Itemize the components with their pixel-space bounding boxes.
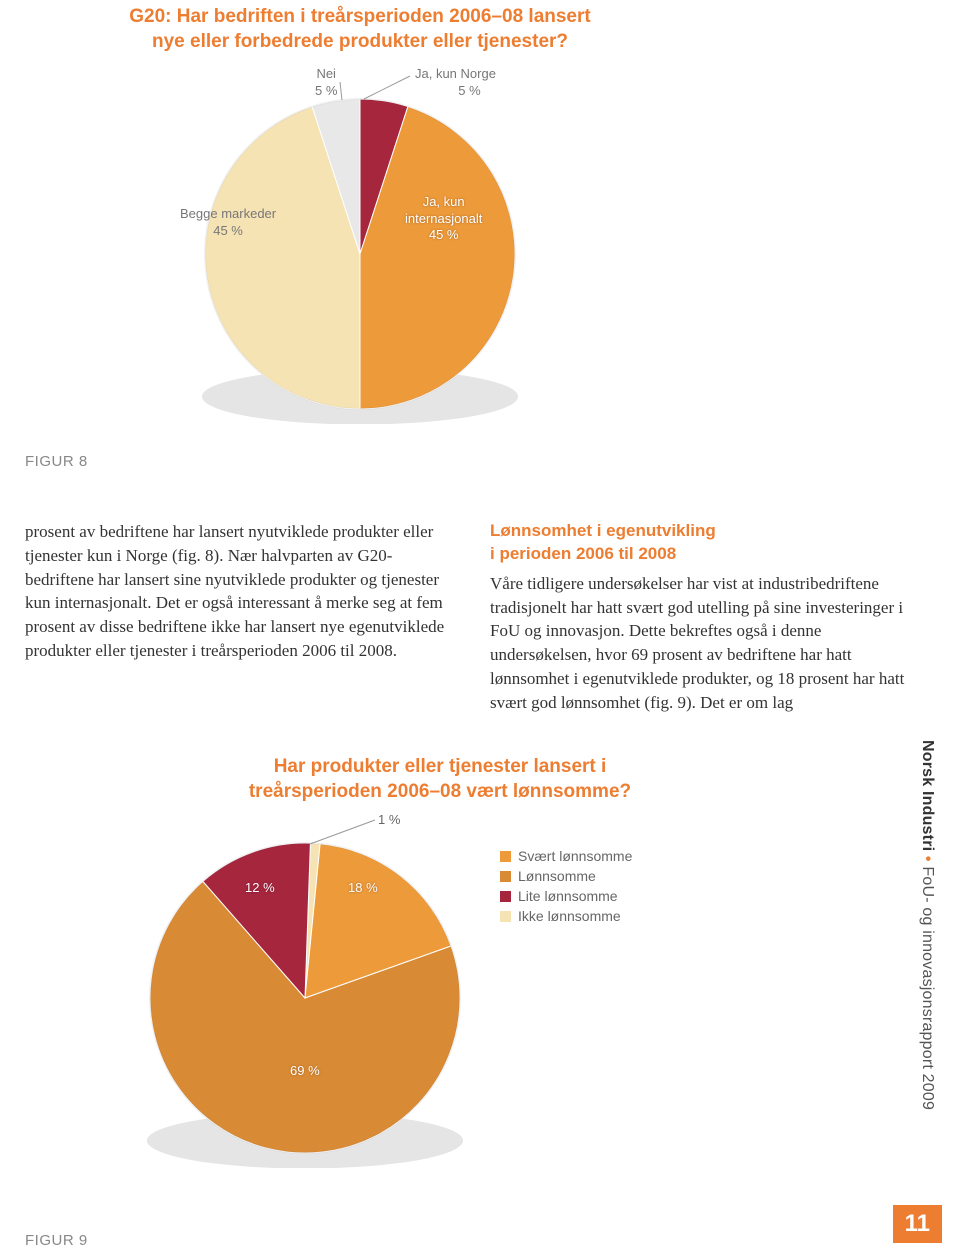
- chart-1-title-l2: nye eller forbedrede produkter eller tje…: [152, 31, 568, 52]
- chart-1: G20: Har bedriften i treårsperioden 2006…: [35, 5, 685, 424]
- legend-item-2: Lite lønnsomme: [500, 888, 632, 904]
- figure-8-label: FIGUR 8: [25, 453, 88, 470]
- body-col-left: prosent av bedriftene har lansert nyutvi…: [25, 520, 460, 715]
- legend-item-1: Lønnsomme: [500, 868, 632, 884]
- pie1-label-int: Ja, kuninternasjonalt45 %: [405, 194, 482, 243]
- body-col-right: Lønnsomhet i egenutvikling i perioden 20…: [490, 520, 925, 715]
- legend-item-3: Ikke lønnsomme: [500, 908, 632, 924]
- right-body-text: Våre tidligere undersøkelser har vist at…: [490, 572, 925, 715]
- pie1-label-norge: Ja, kun Norge 5 %: [415, 66, 496, 99]
- chart-1-title: G20: Har bedriften i treårsperioden 2006…: [35, 5, 685, 54]
- side-bold: Norsk Industri: [919, 740, 936, 851]
- pie2-label-18: 18 %: [348, 880, 378, 896]
- swatch-3: [500, 911, 511, 922]
- figure-9-label: FIGUR 9: [25, 1232, 88, 1249]
- chart-2-pie: 1 % 18 % 12 % 69 %: [130, 808, 480, 1168]
- chart-1-pie: Begge markeder 45 % Nei 5 % Ja, kun Norg…: [160, 64, 560, 424]
- pie2-label-12: 12 %: [245, 880, 275, 896]
- side-text: Norsk Industri • FoU- og innovasjonsrapp…: [918, 740, 936, 1110]
- pie2-label-1pct: 1 %: [378, 812, 400, 828]
- swatch-1: [500, 871, 511, 882]
- swatch-0: [500, 851, 511, 862]
- right-subhead: Lønnsomhet i egenutvikling i perioden 20…: [490, 520, 925, 566]
- body-columns: prosent av bedriftene har lansert nyutvi…: [25, 520, 925, 715]
- chart-2-legend: Svært lønnsomme Lønnsomme Lite lønnsomme…: [500, 848, 632, 928]
- page-number: 11: [893, 1205, 942, 1243]
- chart-1-title-l1: G20: Har bedriften i treårsperioden 2006…: [129, 6, 590, 27]
- pie1-label-begge: Begge markeder 45 %: [180, 206, 276, 239]
- chart-2-title: Har produkter eller tjenester lansert i …: [130, 755, 750, 804]
- swatch-2: [500, 891, 511, 902]
- side-dot: •: [919, 856, 936, 862]
- legend-item-0: Svært lønnsomme: [500, 848, 632, 864]
- pie1-label-nei: Nei 5 %: [315, 66, 337, 99]
- pie-1-svg: [160, 64, 560, 424]
- pie-2-svg: [130, 808, 480, 1168]
- side-rest: FoU- og innovasjonsrapport 2009: [919, 866, 936, 1110]
- pie2-label-69: 69 %: [290, 1063, 320, 1079]
- chart-2: Har produkter eller tjenester lansert i …: [130, 755, 750, 1168]
